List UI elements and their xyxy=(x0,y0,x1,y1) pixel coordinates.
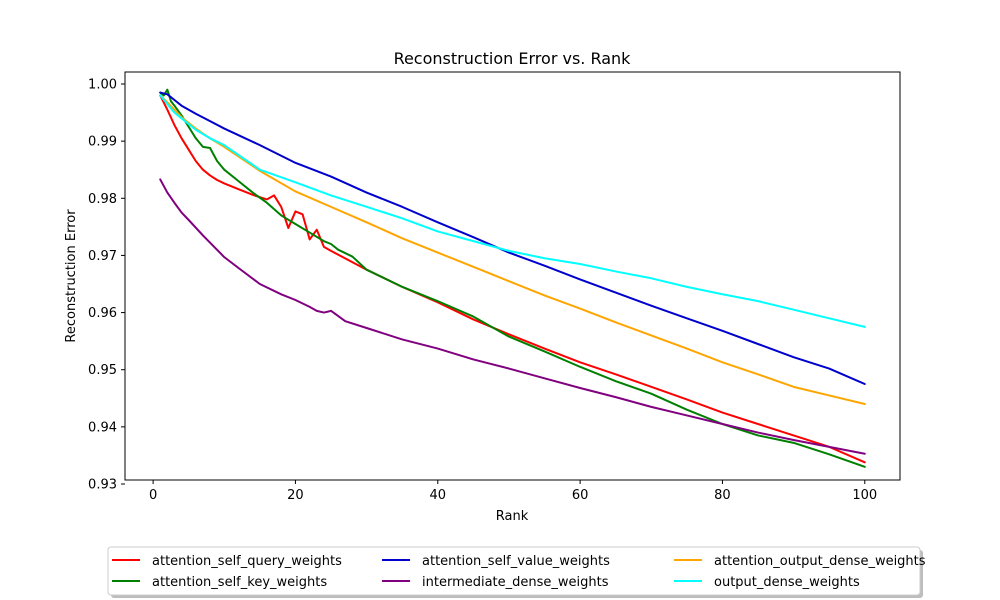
legend-item: output_dense_weights xyxy=(674,575,860,590)
series-line-attention_self_value_weights xyxy=(159,91,866,385)
series-line-intermediate_dense_weights xyxy=(159,178,866,455)
x-tick-label: 40 xyxy=(430,488,447,503)
y-tick-label: 0.95 xyxy=(88,363,117,378)
y-tick-label: 0.98 xyxy=(88,192,117,207)
y-tick-label: 1.00 xyxy=(88,78,117,93)
legend-label: attention_self_value_weights xyxy=(422,554,610,569)
legend-label: intermediate_dense_weights xyxy=(422,575,609,590)
legend-item: intermediate_dense_weights xyxy=(382,575,609,590)
legend-label: output_dense_weights xyxy=(714,575,860,590)
y-tick-label: 0.97 xyxy=(88,249,117,264)
x-tick-label: 0 xyxy=(149,488,157,503)
x-tick-label: 20 xyxy=(287,488,304,503)
legend: attention_self_query_weights attention_se… xyxy=(107,546,926,598)
y-tick-label: 0.93 xyxy=(88,478,117,493)
y-axis-title: Reconstruction Error xyxy=(64,209,79,343)
x-axis-title: Rank xyxy=(496,509,529,524)
x-tick-label: 60 xyxy=(572,488,589,503)
legend-label: attention_self_query_weights xyxy=(152,554,342,569)
axes: 0 20 40 60 80 100 0.93 0.94 0.95 0.96 0.97 0.98 0.99… xyxy=(88,71,901,503)
legend-box xyxy=(107,546,921,596)
series-line-attention_self_key_weights xyxy=(159,88,866,468)
x-tick-label: 100 xyxy=(852,488,877,503)
y-tick-label: 0.99 xyxy=(88,135,117,150)
series-line-attention_output_dense_weights xyxy=(159,94,866,405)
chart-title: Reconstruction Error vs. Rank xyxy=(394,49,632,68)
y-tick-label: 0.96 xyxy=(88,306,117,321)
legend-item: attention_output_dense_weights xyxy=(674,554,926,569)
legend-item: attention_self_value_weights xyxy=(382,554,610,569)
series-lines xyxy=(159,88,866,468)
plot-frame xyxy=(124,71,901,481)
legend-item: attention_self_key_weights xyxy=(112,575,327,590)
plot-area xyxy=(159,88,866,468)
y-tick-label: 0.94 xyxy=(88,420,117,435)
legend-label: attention_output_dense_weights xyxy=(714,554,926,569)
series-line-output_dense_weights xyxy=(159,94,866,328)
legend-item: attention_self_query_weights xyxy=(112,554,342,569)
series-line-attention_self_query_weights xyxy=(159,94,866,464)
legend-label: attention_self_key_weights xyxy=(152,575,327,590)
x-tick-label: 80 xyxy=(714,488,731,503)
